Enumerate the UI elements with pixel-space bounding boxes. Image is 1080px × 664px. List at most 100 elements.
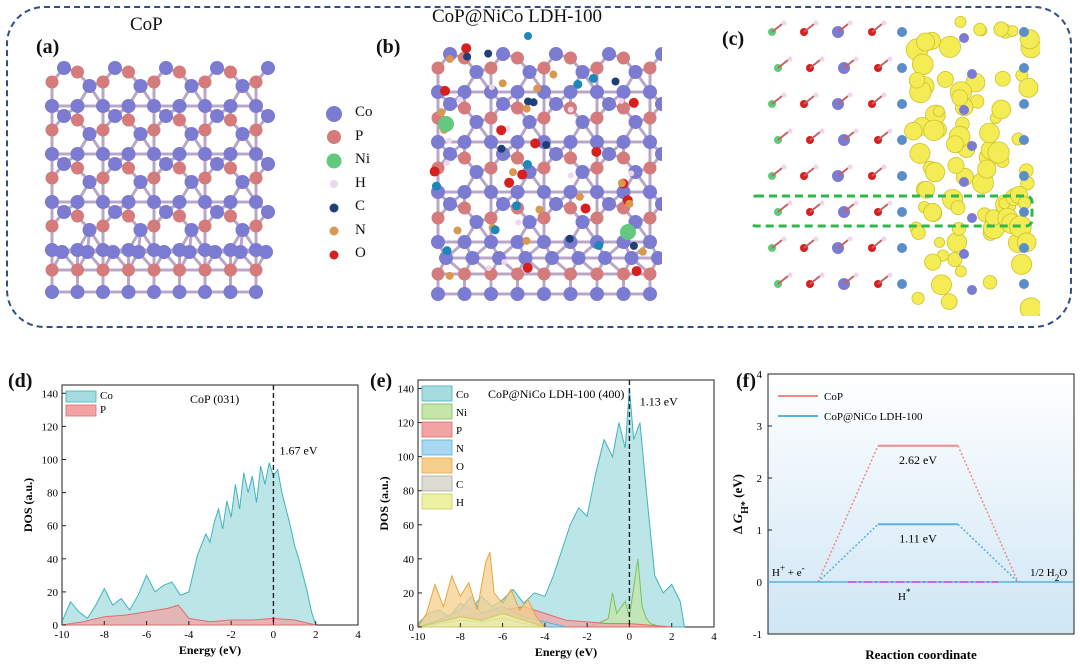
co-atom	[1019, 27, 1029, 37]
free-energy-diagram: -1 0 1 2 3 4 Δ GH* (eV) Reaction coordinate 2.62…	[730, 369, 1075, 662]
co-atom	[624, 251, 639, 265]
co-atom	[469, 65, 484, 79]
co-atom	[1019, 99, 1029, 109]
y-tick-label: 100	[398, 452, 415, 464]
n-atom	[549, 70, 558, 79]
co-atom	[655, 47, 662, 61]
c-atom	[629, 241, 638, 250]
isosurface-lobe	[904, 121, 923, 141]
co-atom	[70, 285, 85, 299]
panel-label-a: (a)	[36, 36, 60, 58]
y-tick-label: 2	[757, 473, 763, 485]
co-atom	[897, 63, 907, 73]
p-atom	[96, 171, 110, 185]
p-atom	[643, 267, 657, 281]
co-atom	[563, 85, 578, 99]
x-axis-label: Energy (eV)	[179, 643, 241, 657]
co-atom	[235, 175, 250, 189]
bond	[809, 59, 821, 69]
p-atom	[511, 101, 524, 115]
co-atom	[439, 251, 453, 265]
co-atom	[518, 251, 533, 265]
h-atom	[515, 219, 522, 226]
o-atom	[628, 97, 639, 108]
co-atom	[80, 245, 95, 259]
o-atom-swatch	[329, 250, 339, 260]
co-atom	[549, 97, 563, 111]
h-atom	[853, 128, 859, 134]
p-atom	[224, 113, 237, 127]
p-atom	[122, 263, 135, 277]
isosurface-lobe	[954, 15, 967, 28]
h-atom	[881, 92, 887, 98]
co-atom	[643, 235, 657, 249]
p-atom	[45, 123, 59, 137]
co-atom	[967, 213, 977, 223]
p-atom	[71, 209, 84, 223]
o-atom	[580, 203, 591, 214]
co-atom	[575, 65, 590, 79]
co-atom	[496, 97, 510, 111]
p-atom	[249, 263, 263, 277]
n-atom	[625, 199, 634, 208]
bond	[837, 239, 849, 249]
co-atom	[431, 235, 445, 249]
co-atom	[484, 185, 498, 199]
co-atom	[1019, 243, 1029, 253]
co-atom	[131, 245, 146, 259]
isosurface-lobe	[936, 71, 954, 88]
isosurface-lobe	[933, 105, 945, 118]
n-atom	[437, 108, 446, 117]
n-atom	[498, 79, 507, 88]
legend-label-n: N	[456, 443, 464, 455]
bond	[809, 203, 821, 213]
y-tick-label: 100	[42, 454, 59, 466]
p-atom	[511, 267, 524, 281]
isosurface-lobe	[987, 141, 1010, 164]
y-tick-label: 4	[757, 369, 763, 381]
co-atom	[261, 61, 275, 75]
x-tick-label: -10	[411, 631, 426, 643]
p-atom	[617, 51, 630, 65]
co-atom	[643, 135, 657, 149]
bond	[843, 275, 855, 285]
h-atom	[847, 164, 853, 170]
h-atom	[781, 92, 787, 98]
co-atom	[651, 251, 662, 265]
x-tick-label: -10	[55, 629, 70, 641]
co-atom	[172, 195, 187, 209]
p-atom	[484, 61, 498, 75]
isosurface-lobe	[940, 293, 958, 310]
h-atom	[819, 56, 825, 62]
y-tick-label: 140	[398, 384, 415, 396]
n-atom	[523, 159, 533, 169]
p-atom	[617, 101, 630, 115]
c-atom	[611, 77, 620, 86]
p-atom	[198, 219, 212, 233]
co-atom	[967, 141, 977, 151]
h-atom	[813, 20, 819, 26]
p-atom	[249, 171, 263, 185]
panel-label-e: (e)	[370, 370, 393, 392]
co-atom	[259, 245, 273, 259]
x-tick-label: -6	[498, 631, 508, 643]
x-tick-label: -8	[456, 631, 466, 643]
n-atom	[617, 179, 626, 188]
y-tick-label: 80	[47, 488, 59, 500]
series-p-area	[61, 604, 316, 626]
co-atom	[157, 245, 171, 259]
co-atom	[1019, 279, 1029, 289]
isosurface-lobe	[908, 72, 926, 89]
co-atom	[655, 197, 662, 211]
co-atom	[96, 99, 110, 113]
p-atom	[198, 75, 212, 89]
c-atom	[463, 52, 472, 61]
co-atom	[133, 79, 148, 93]
co-atom	[469, 165, 484, 179]
y-tick-label: 40	[403, 554, 415, 566]
n-atom	[508, 168, 517, 177]
co-atom	[133, 127, 148, 141]
co-atom	[121, 99, 136, 113]
p-atom	[643, 161, 657, 175]
